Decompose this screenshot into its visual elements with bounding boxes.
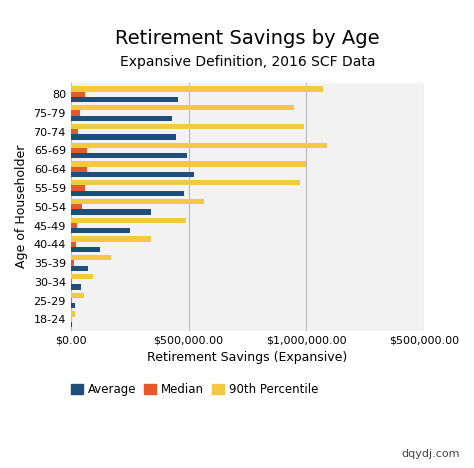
Bar: [71, 153, 187, 158]
Bar: [71, 97, 178, 102]
Bar: [71, 279, 73, 285]
Bar: [71, 247, 100, 252]
Bar: [71, 274, 93, 279]
Bar: [71, 124, 304, 129]
Y-axis label: Age of Householder: Age of Householder: [15, 145, 28, 269]
Bar: [71, 190, 184, 196]
Bar: [71, 134, 175, 139]
Legend: Average, Median, 90th Percentile: Average, Median, 90th Percentile: [66, 379, 323, 401]
Bar: [71, 116, 172, 121]
Bar: [71, 266, 88, 271]
Bar: [71, 209, 151, 215]
Bar: [71, 185, 85, 190]
Bar: [71, 92, 85, 97]
Bar: [71, 105, 294, 110]
Bar: [71, 143, 328, 148]
Bar: [71, 167, 87, 172]
Bar: [71, 261, 74, 266]
Bar: [71, 199, 204, 204]
Bar: [71, 285, 82, 290]
Bar: [71, 172, 194, 177]
Bar: [71, 298, 72, 303]
Bar: [71, 180, 301, 185]
Text: Expansive Definition, 2016 SCF Data: Expansive Definition, 2016 SCF Data: [119, 55, 375, 69]
Bar: [71, 129, 78, 134]
Bar: [71, 218, 186, 223]
Bar: [71, 110, 80, 116]
Title: Retirement Savings by Age: Retirement Savings by Age: [115, 29, 380, 48]
Bar: [71, 223, 77, 228]
Bar: [71, 322, 72, 327]
Bar: [71, 204, 82, 209]
Bar: [71, 148, 87, 153]
Bar: [71, 161, 306, 167]
Bar: [71, 236, 151, 241]
Bar: [71, 303, 74, 308]
Bar: [71, 292, 84, 298]
Text: dqydj.com: dqydj.com: [401, 449, 460, 459]
Bar: [71, 86, 323, 92]
Bar: [71, 241, 75, 247]
X-axis label: Retirement Savings (Expansive): Retirement Savings (Expansive): [147, 351, 347, 364]
Bar: [71, 228, 130, 234]
Bar: [71, 255, 111, 261]
Bar: [71, 312, 74, 317]
